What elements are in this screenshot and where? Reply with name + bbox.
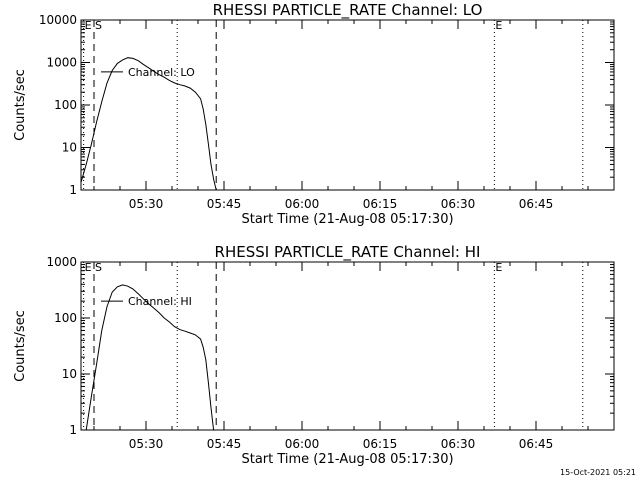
x-tick-label: 06:00 bbox=[285, 437, 320, 451]
y-axis-label: Counts/sec bbox=[13, 310, 28, 382]
event-marker-label: E bbox=[495, 261, 502, 274]
x-tick-label: 05:45 bbox=[207, 437, 242, 451]
y-tick-label: 1 bbox=[69, 183, 77, 197]
x-axis-label: Start Time (21-Aug-08 05:17:30) bbox=[241, 212, 453, 227]
y-axis-label: Counts/sec bbox=[13, 69, 28, 141]
event-marker-label: E bbox=[85, 261, 92, 274]
x-tick-label: 06:15 bbox=[363, 197, 398, 211]
x-tick-label: 05:45 bbox=[207, 197, 242, 211]
event-marker-label: S bbox=[95, 19, 102, 32]
x-tick-label: 05:30 bbox=[129, 197, 164, 211]
data-series-line bbox=[85, 284, 215, 431]
y-tick-label: 10 bbox=[62, 367, 77, 381]
y-tick-label: 10000 bbox=[39, 13, 77, 27]
x-tick-label: 06:00 bbox=[285, 197, 320, 211]
plot-frame bbox=[80, 19, 615, 191]
event-marker-label: E bbox=[495, 19, 502, 32]
y-tick-label: 1000 bbox=[46, 56, 77, 70]
event-marker-label: E bbox=[85, 19, 92, 32]
y-tick-label: 1000 bbox=[46, 255, 77, 269]
x-tick-label: 06:30 bbox=[441, 197, 476, 211]
chart-title: RHESSI PARTICLE_RATE Channel: LO bbox=[213, 1, 483, 20]
y-tick-label: 10 bbox=[62, 141, 77, 155]
footer-timestamp: 15-Oct-2021 05:21 bbox=[560, 468, 636, 477]
y-tick-label: 100 bbox=[54, 311, 77, 325]
x-tick-label: 06:45 bbox=[519, 197, 554, 211]
x-tick-label: 06:45 bbox=[519, 437, 554, 451]
x-axis-label: Start Time (21-Aug-08 05:17:30) bbox=[241, 452, 453, 467]
y-tick-label: 1 bbox=[69, 423, 77, 437]
legend-label: Channel: HI bbox=[128, 295, 192, 308]
plot-frame bbox=[80, 261, 615, 431]
chart-panel-hi: RHESSI PARTICLE_RATE Channel: HI 1 10 100 10… bbox=[13, 243, 615, 467]
chart-panel-lo: RHESSI PARTICLE_RATE Channel: LO 1 10 100 10… bbox=[13, 1, 615, 227]
event-marker-label: S bbox=[95, 261, 102, 274]
data-series-line bbox=[80, 57, 217, 191]
legend-label: Channel: LO bbox=[128, 66, 195, 79]
chart-title: RHESSI PARTICLE_RATE Channel: HI bbox=[215, 243, 481, 262]
x-tick-label: 06:30 bbox=[441, 437, 476, 451]
x-tick-label: 06:15 bbox=[363, 437, 398, 451]
y-tick-label: 100 bbox=[54, 98, 77, 112]
x-tick-label: 05:30 bbox=[129, 437, 164, 451]
